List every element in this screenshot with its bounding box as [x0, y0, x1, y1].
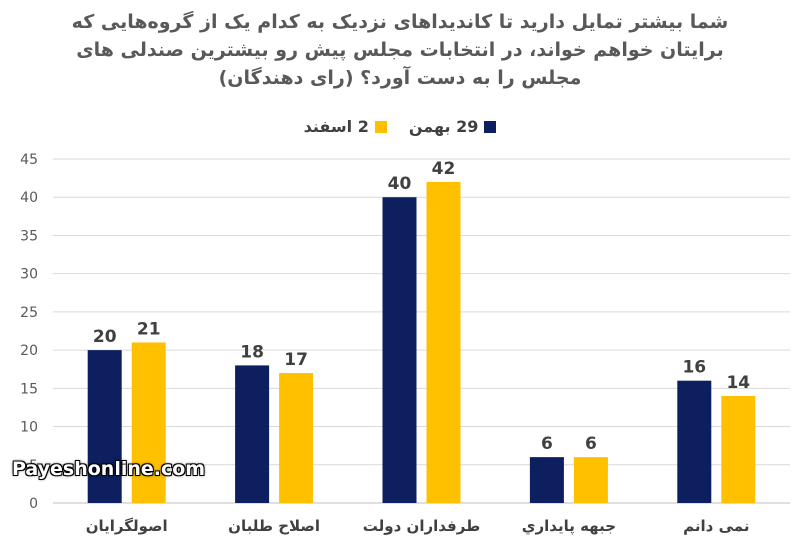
category-label: طرفداران دولت — [363, 517, 480, 535]
y-tick-label: 20 — [20, 343, 38, 359]
y-tick-label: 40 — [20, 190, 38, 206]
category-label: جبهه پایداري — [522, 517, 616, 536]
watermark: Payeshonline.com — [12, 458, 206, 480]
y-tick-label: 10 — [20, 420, 38, 436]
data-label: 20 — [93, 327, 117, 347]
y-tick-label: 35 — [20, 228, 38, 244]
y-tick-label: 30 — [20, 267, 38, 283]
bar — [677, 380, 712, 503]
data-label: 6 — [585, 434, 597, 454]
y-tick-label: 15 — [20, 381, 38, 397]
legend-swatch-series-2 — [374, 120, 387, 133]
bar — [426, 181, 461, 503]
legend-item-series-1: 29 بهمن — [409, 117, 497, 136]
category-label: اصلاح طلبان — [228, 517, 320, 535]
data-label: 6 — [541, 434, 553, 454]
category-label: نمی دانم — [683, 517, 749, 535]
data-label: 18 — [240, 342, 264, 362]
bar — [87, 350, 122, 503]
category-label: اصولگرایان — [86, 517, 168, 535]
y-tick-label: 0 — [29, 496, 38, 512]
bar — [235, 365, 270, 503]
legend-label-series-2: 2 اسفند — [303, 117, 369, 136]
bar — [721, 395, 756, 503]
y-tick-label: 45 — [20, 152, 38, 168]
y-tick-label: 5 — [29, 458, 38, 474]
chart-title: شما بیشتر تمایل دارید تا کاندیداهای نزدی… — [71, 11, 729, 89]
bar — [131, 342, 166, 503]
legend-item-series-2: 2 اسفند — [304, 117, 387, 136]
y-tick-label: 25 — [20, 305, 38, 321]
bar — [529, 457, 564, 503]
data-label: 17 — [284, 350, 308, 370]
data-label: 40 — [388, 174, 412, 194]
bar — [279, 373, 314, 503]
bar — [573, 457, 608, 503]
legend: 29 بهمن 2 اسفند — [0, 117, 800, 136]
bar — [382, 197, 417, 503]
data-label: 16 — [682, 358, 706, 378]
legend-swatch-series-1 — [484, 120, 497, 133]
data-label: 21 — [137, 319, 161, 339]
data-label: 42 — [432, 159, 456, 179]
legend-label-series-1: 29 بهمن — [408, 117, 479, 136]
data-label: 14 — [726, 373, 750, 393]
